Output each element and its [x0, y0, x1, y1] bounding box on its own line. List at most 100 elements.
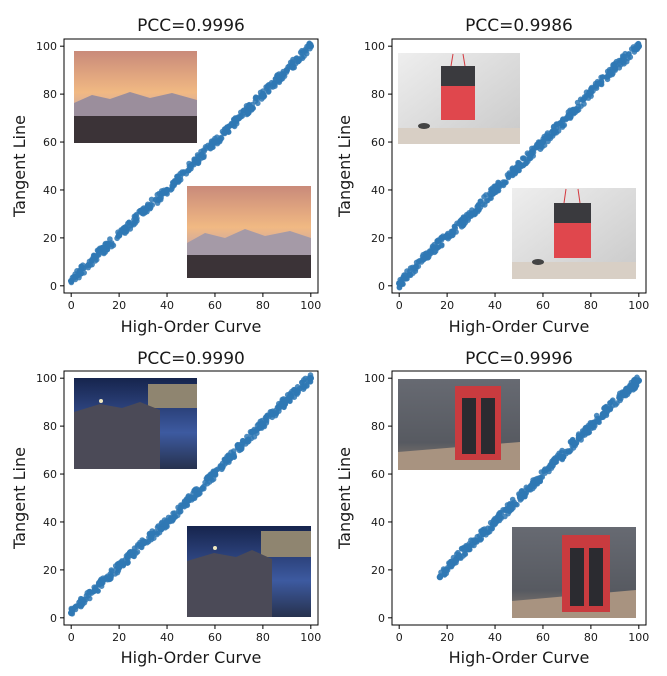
panel-top-right: PCC=0.9986 0 20 40 60 80 100 0 20 40 60 80 100 High…	[335, 16, 649, 336]
scatter-point	[139, 208, 147, 215]
scatter-point	[425, 254, 432, 260]
scatter-point	[210, 476, 217, 483]
y-tick-label: 60	[371, 468, 385, 481]
scatter-point	[211, 138, 219, 146]
scatter-point	[265, 89, 272, 95]
scatter-point	[429, 243, 436, 250]
scatter-point	[567, 107, 573, 114]
scatter-point	[420, 256, 427, 263]
y-tick-label: 60	[371, 136, 385, 149]
scatter-point	[76, 269, 83, 275]
x-axis-label: High-Order Curve	[121, 317, 262, 336]
scatter-point	[79, 596, 85, 602]
scatter-point	[479, 530, 487, 538]
scatter-point	[283, 396, 290, 403]
x-tick-label: 80	[256, 299, 270, 312]
scatter-point	[211, 470, 219, 478]
scatter-point	[214, 134, 220, 140]
scatter-point	[514, 501, 520, 508]
y-tick-label: 100	[364, 40, 385, 53]
scatter-point	[575, 103, 582, 110]
scatter-point	[122, 230, 128, 236]
scatter-point	[635, 43, 642, 50]
scatter-point	[293, 55, 300, 62]
scatter-point	[621, 61, 627, 67]
axes-frame	[63, 38, 319, 294]
scatter-point	[608, 70, 614, 76]
scatter-point	[284, 392, 291, 398]
scatter-point	[523, 160, 529, 167]
scatter-point	[115, 564, 123, 571]
scatter-point	[78, 263, 85, 270]
scatter-point	[410, 270, 416, 276]
x-tick-label: 60	[536, 631, 550, 644]
scatter-point	[436, 237, 442, 244]
scatter-point	[121, 224, 128, 231]
scatter-point	[226, 456, 233, 463]
y-tick-label: 40	[371, 516, 385, 529]
scatter-point	[492, 515, 498, 522]
scatter-point	[187, 162, 195, 170]
scatter-point	[131, 221, 137, 228]
scatter-point	[248, 106, 255, 113]
scatter-point	[152, 197, 159, 203]
scatter-point	[274, 73, 280, 79]
x-tick-label: 0	[68, 299, 75, 312]
scatter-point	[299, 55, 306, 62]
scatter-point	[191, 156, 197, 162]
scatter-point	[620, 53, 627, 60]
scatter-point	[560, 453, 567, 460]
scatter-point	[118, 559, 125, 565]
scatter-point	[94, 247, 101, 254]
scatter-point	[169, 183, 175, 189]
scatter-point	[515, 162, 523, 170]
y-tick-label: 20	[43, 564, 57, 577]
scatter-point	[276, 77, 282, 84]
scatter-point	[625, 51, 632, 57]
scatter-point	[194, 152, 201, 158]
scatter-point	[273, 407, 279, 414]
scatter-point	[536, 478, 542, 485]
scatter-point	[469, 542, 475, 548]
scatter-point	[539, 138, 547, 146]
y-tick-label: 0	[378, 612, 385, 625]
scatter-point	[179, 169, 185, 175]
panel-top-left: PCC=0.9996 0 20 40 60 80 100 0 20 40 60 80 100 High…	[10, 16, 321, 336]
scatter-point	[541, 468, 547, 475]
x-tick-label: 100	[300, 299, 321, 312]
scatter-point	[92, 253, 99, 261]
scatter-point	[235, 114, 243, 122]
scatter-point	[89, 261, 95, 268]
scatter-point	[477, 204, 484, 211]
y-tick-label: 40	[43, 516, 57, 529]
scatter-point	[222, 457, 228, 463]
red-bag-photo-lower	[512, 188, 636, 279]
x-tick-label: 20	[112, 631, 126, 644]
scatter-point	[614, 400, 620, 406]
x-tick-label: 80	[256, 631, 270, 644]
cliff-town-night-photo-lower	[187, 526, 311, 617]
scatter-point	[196, 491, 202, 497]
scatter-point	[204, 480, 211, 487]
scatter-point	[219, 465, 226, 471]
x-tick-label: 40	[488, 299, 502, 312]
x-tick-label: 0	[396, 299, 403, 312]
scatter-point	[460, 215, 467, 221]
x-tick-label: 20	[440, 631, 454, 644]
x-tick-label: 60	[208, 631, 222, 644]
scatter-point	[450, 232, 456, 238]
scatter-point	[294, 384, 301, 390]
x-tick-label: 60	[208, 299, 222, 312]
scatter-point	[176, 177, 182, 183]
scatter-point	[471, 537, 478, 543]
y-tick-label: 60	[43, 136, 57, 149]
scatter-point	[231, 454, 237, 461]
scatter-points	[68, 372, 314, 617]
y-tick-label: 100	[364, 372, 385, 385]
scatter-point	[599, 410, 607, 418]
scatter-point	[616, 394, 622, 401]
scatter-point	[575, 434, 583, 442]
scatter-point	[582, 95, 588, 102]
panel-bottom-left: PCC=0.9990 0 20 40 60 80 100 0 20 40 60 80 100 High…	[10, 349, 321, 667]
